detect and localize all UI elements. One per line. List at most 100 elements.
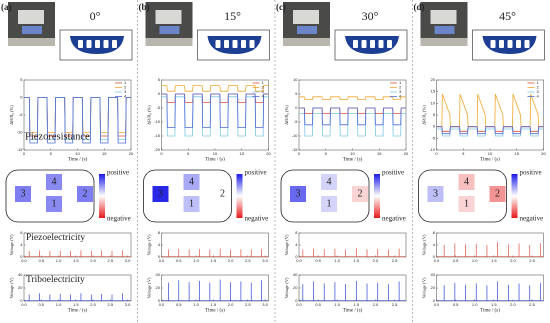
x-tick-label: 0 xyxy=(298,151,301,156)
y-axis-label: ΔR/R₀ (%) xyxy=(422,105,427,125)
x-tick-label: 10 xyxy=(350,151,355,156)
legend-label: 4 xyxy=(399,94,402,99)
x-tick-label: 1.0 xyxy=(56,258,62,263)
sensor-label: 1 xyxy=(189,198,194,209)
sensor-cell xyxy=(321,196,337,212)
sensor-cell xyxy=(427,186,444,202)
plot-frame xyxy=(298,79,407,151)
sensor-label: 1 xyxy=(327,198,332,209)
angle-label: 15° xyxy=(224,9,241,23)
series-line xyxy=(436,93,544,128)
legend-label: 3 xyxy=(124,89,127,94)
y-tick-label: 5 xyxy=(295,91,298,96)
y-axis-label: ΔR/R₀ (%) xyxy=(9,105,14,125)
sensor-cell xyxy=(458,196,475,212)
photo-sample xyxy=(297,26,317,34)
y-tick-label: 0 xyxy=(158,298,161,303)
x-axis-label: Time / (s) xyxy=(68,309,88,314)
photo-clamp xyxy=(430,10,457,24)
y-tick-label: 15 xyxy=(431,89,436,94)
inset-slot xyxy=(112,40,117,48)
y-tick-label: 8 xyxy=(433,230,436,235)
y-tick-label: 4 xyxy=(433,242,436,247)
x-tick-label: 5 xyxy=(325,151,328,156)
series-line xyxy=(161,93,269,103)
sensor-label: 3 xyxy=(296,188,301,199)
x-tick-label: 0 xyxy=(23,151,26,156)
y-tick-label: -15 xyxy=(292,147,299,152)
legend-label: 2 xyxy=(537,85,540,90)
x-tick-label: 2.5 xyxy=(392,258,398,263)
x-axis-label: Time / (s) xyxy=(343,158,363,163)
sensor-label: 4 xyxy=(52,176,57,187)
sensor-cell xyxy=(290,186,306,202)
y-tick-label: -15 xyxy=(154,133,161,138)
colorbar-bottom-label: negative xyxy=(107,215,131,223)
x-tick-label: 1.0 xyxy=(472,258,478,263)
panel-label: (d) xyxy=(414,2,425,12)
chart-annotation: Piezoresistance xyxy=(25,131,90,142)
chart-annotation: Triboelectricity xyxy=(26,275,85,285)
sensor-cell xyxy=(46,174,62,190)
x-tick-label: 15 xyxy=(102,151,107,156)
y-tick-label: -10 xyxy=(17,130,24,135)
x-axis-label: Time / (s) xyxy=(68,158,88,163)
sensor-cell xyxy=(321,174,337,190)
sensor-label: 3 xyxy=(433,188,438,199)
sensor-label: 2 xyxy=(495,188,500,199)
x-tick-label: 1.5 xyxy=(73,258,79,263)
colorbar-top-label: positive xyxy=(520,169,542,177)
colorbar-bottom-label: negative xyxy=(245,215,269,223)
plot-frame xyxy=(161,274,269,302)
series-line xyxy=(436,128,544,137)
sensor-cell xyxy=(214,186,231,202)
sensor-label: 2 xyxy=(83,188,88,199)
x-tick-label: 2.0 xyxy=(373,302,379,307)
x-axis-label: Time / (s) xyxy=(343,309,363,314)
x-tick-label: 2.5 xyxy=(245,302,251,307)
plot-frame xyxy=(298,274,407,302)
y-tick-label: 20 xyxy=(156,285,161,290)
y-tick-label: 10 xyxy=(431,100,436,105)
colorbar-top-label: positive xyxy=(245,169,267,177)
y-tick-label: 40 xyxy=(156,272,161,277)
y-tick-label: 20 xyxy=(431,285,436,290)
panel-label: (b) xyxy=(139,2,150,12)
colorbar-top-label: positive xyxy=(107,169,129,177)
plot-frame xyxy=(298,232,407,258)
sensor-label: 2 xyxy=(220,188,225,199)
x-tick-label: 2.5 xyxy=(245,258,251,263)
x-tick-label: 0.5 xyxy=(453,258,459,263)
y-tick-label: 8 xyxy=(295,230,298,235)
x-tick-label: 1.0 xyxy=(334,258,340,263)
x-axis-label: Time / (s) xyxy=(480,309,500,314)
sensor-label: 2 xyxy=(358,188,363,199)
x-tick-label: 2.5 xyxy=(392,302,398,307)
chart-annotation: Piezoelectricity xyxy=(26,233,85,243)
y-tick-label: 40 xyxy=(431,272,436,277)
x-axis-label: Time / (s) xyxy=(205,158,225,163)
colorbar-bottom-label: negative xyxy=(520,215,544,223)
inset-slot xyxy=(361,40,367,48)
x-tick-label: 0.0 xyxy=(296,302,302,307)
sensor-label: 3 xyxy=(21,188,26,199)
inset-slot xyxy=(78,40,83,48)
photo-sample xyxy=(22,26,42,34)
y-tick-label: 4 xyxy=(158,242,161,247)
y-tick-label: 0 xyxy=(295,105,298,110)
series-line xyxy=(24,97,131,144)
series-line xyxy=(24,97,131,137)
x-tick-label: 2.5 xyxy=(108,258,114,263)
x-tick-label: 2.5 xyxy=(529,302,535,307)
legend-label: 4 xyxy=(537,94,540,99)
legend-label: 2 xyxy=(124,85,127,90)
y-tick-label: 0 xyxy=(20,298,23,303)
x-tick-label: 10 xyxy=(488,151,493,156)
x-tick-label: 0.5 xyxy=(176,302,182,307)
x-tick-label: 15 xyxy=(377,151,382,156)
legend-label: 3 xyxy=(262,89,265,94)
x-tick-label: 1.5 xyxy=(491,258,497,263)
x-tick-label: 3.0 xyxy=(262,258,268,263)
x-tick-label: 0.0 xyxy=(21,258,27,263)
sensor-cell xyxy=(46,196,62,212)
